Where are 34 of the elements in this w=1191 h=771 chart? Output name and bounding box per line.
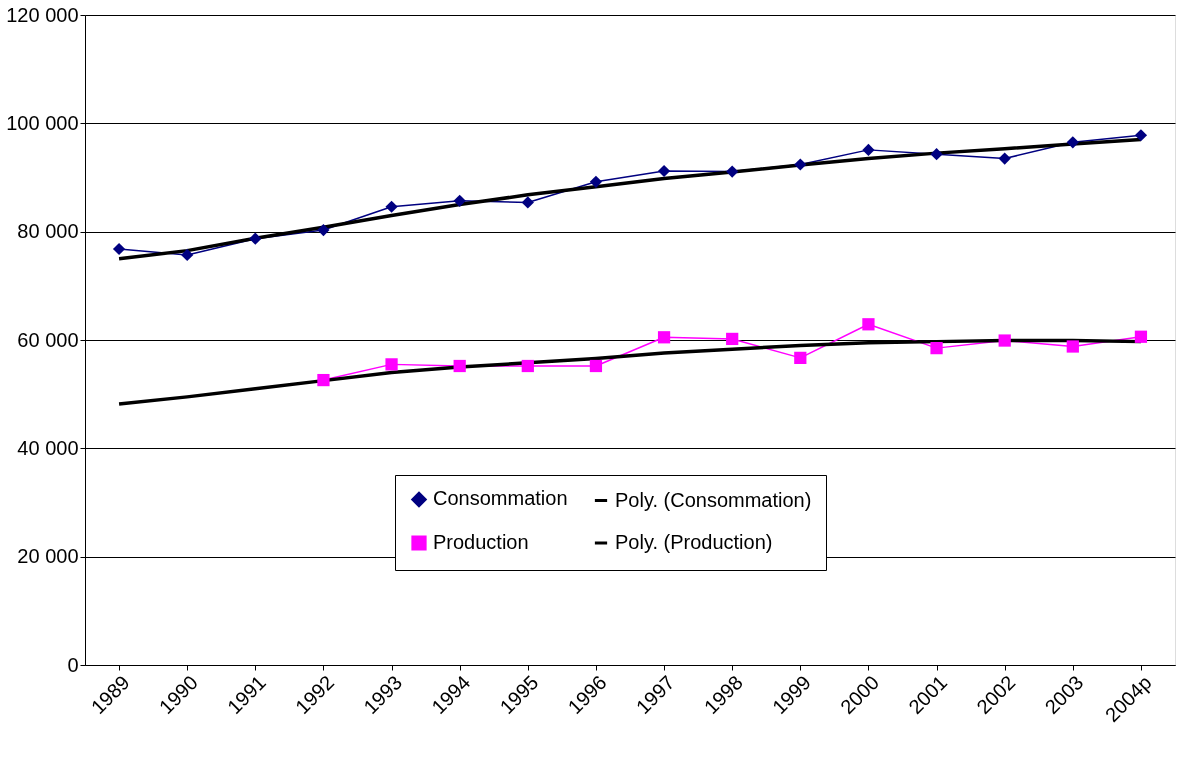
point: [930, 148, 943, 161]
point: [1066, 136, 1079, 149]
y-tick-label: 120 000: [6, 3, 79, 26]
point: [589, 175, 603, 188]
point: [317, 223, 330, 237]
point: [385, 200, 398, 213]
y-tick-label: 20 000: [17, 545, 79, 568]
point: [1066, 340, 1079, 353]
point: [112, 242, 126, 256]
point: [657, 164, 671, 178]
y-tick-label: 80 000: [17, 220, 79, 243]
legend-label: Consommation: [433, 487, 568, 510]
point: [521, 359, 534, 373]
y-tick-label: 60 000: [17, 328, 79, 351]
point: [862, 143, 875, 156]
point: [181, 248, 194, 262]
y-tick-label: 40 000: [17, 436, 79, 459]
point: [1134, 129, 1148, 142]
y-tick-label: 100 000: [6, 111, 79, 134]
point: [453, 194, 466, 207]
legend-label: Poly. (Consommation): [615, 488, 812, 511]
point: [657, 331, 671, 344]
point: [453, 359, 466, 373]
point: [589, 359, 603, 373]
point: [1134, 330, 1148, 343]
point: [794, 351, 807, 364]
point: [317, 373, 330, 387]
legend-label: Poly. (Production): [615, 531, 773, 553]
legend-label: Production: [433, 531, 529, 553]
point: [726, 165, 739, 178]
y-tick-label: 0: [67, 653, 79, 676]
point: [726, 332, 739, 346]
point: [521, 196, 534, 209]
point: [930, 342, 943, 355]
